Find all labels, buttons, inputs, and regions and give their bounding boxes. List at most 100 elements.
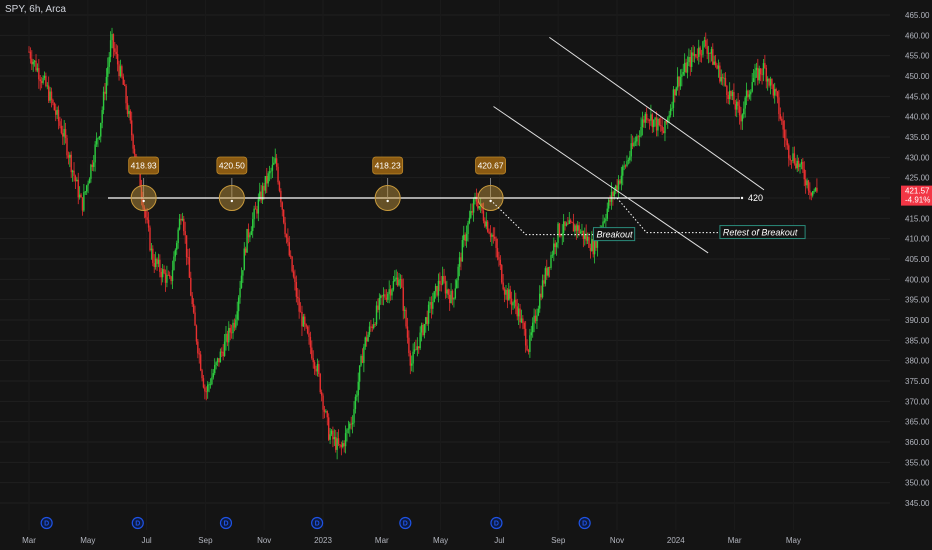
candle-body (291, 256, 293, 272)
candle-body (178, 218, 181, 230)
last-price-tag (901, 185, 932, 206)
candle-body (281, 202, 283, 210)
candle-body (312, 358, 314, 363)
candle-body (478, 206, 480, 209)
candle-body (349, 423, 351, 429)
candle-body (211, 377, 213, 385)
candle-body (133, 148, 136, 155)
candle-body (208, 384, 210, 386)
candle-body (572, 222, 575, 232)
candle-body (378, 297, 381, 310)
candle-body (804, 179, 807, 186)
touch-dot (386, 199, 389, 203)
candle-body (751, 82, 753, 92)
candle-body (645, 113, 648, 120)
candle-body (759, 68, 762, 75)
candle-body (67, 155, 70, 158)
candle-body (270, 170, 272, 172)
candle-body (629, 156, 631, 161)
candle-body (491, 234, 493, 237)
candle-body (201, 370, 203, 379)
candle-body (198, 353, 200, 355)
candle-body (486, 221, 489, 232)
candle-body (475, 196, 478, 202)
candle-body (388, 289, 390, 294)
candle-body (268, 171, 271, 174)
y-tick-label: 450.00 (905, 72, 930, 81)
candle-body (689, 57, 691, 67)
x-axis[interactable]: Mar May Jul Sep Nov 2023 Mar May Jul Sep Nov 2024 Ma… (22, 536, 801, 545)
candle-body (222, 351, 224, 357)
candle-body (416, 346, 419, 350)
candle-body (295, 281, 298, 297)
candle-body (320, 392, 323, 396)
candle-body (38, 68, 40, 80)
y-axis[interactable]: 345.00 350.00 355.00 360.00 365.00 370.00 375.… (901, 11, 932, 508)
candle-body (311, 347, 313, 359)
candle-body (163, 269, 165, 274)
candle-body (190, 277, 192, 296)
candle-body (772, 84, 775, 96)
candle-body (371, 326, 374, 329)
y-tick-label: 355.00 (905, 458, 930, 467)
candle-body (181, 218, 184, 221)
y-tick-label: 440.00 (905, 113, 930, 122)
candle-body (132, 135, 134, 149)
candle-body (782, 120, 784, 130)
candle-body (288, 242, 290, 256)
candle-body (688, 57, 690, 63)
candle-body (402, 287, 404, 311)
candle-body (703, 40, 706, 42)
candle-body (681, 74, 683, 77)
candle-body (806, 180, 808, 186)
dividend-label: D (403, 521, 408, 528)
candle-body (690, 52, 693, 67)
candle-body (184, 231, 186, 236)
candle-body (724, 77, 727, 86)
candle-body (736, 101, 738, 110)
candle-body (537, 308, 540, 316)
candle-body (731, 92, 734, 97)
candle-body (448, 294, 451, 304)
y-tick-label: 455.00 (905, 52, 930, 61)
candle-body (667, 117, 669, 123)
candle-body (591, 239, 593, 251)
candle-body (413, 349, 416, 352)
candle-body (206, 384, 209, 392)
candle-body (192, 304, 195, 313)
candle-body (287, 237, 289, 243)
candle-body (692, 52, 694, 56)
candle-body (636, 136, 638, 142)
candle-body (374, 324, 376, 325)
x-tick-label: 2024 (667, 536, 685, 545)
candle-body (97, 138, 99, 140)
candle-body (641, 119, 644, 127)
candle-body (280, 190, 282, 203)
candle-body (271, 164, 274, 171)
candle-body (406, 326, 409, 338)
grid-layer (0, 14, 890, 504)
candle-body (755, 67, 758, 71)
candle-body (548, 266, 551, 268)
candle-body (246, 228, 248, 253)
candle-body (626, 161, 628, 167)
candle-body (430, 302, 433, 309)
candle-body (358, 365, 361, 382)
candle-body (131, 120, 133, 136)
candle-body (568, 220, 570, 224)
candle-body (42, 77, 44, 83)
candle-body (523, 322, 525, 329)
candle-body (308, 333, 310, 337)
candle-body (546, 268, 548, 276)
candle-body (620, 175, 623, 184)
candle-body (122, 76, 124, 85)
candle-body (638, 135, 641, 137)
candle-body (337, 438, 340, 445)
candle-body (503, 289, 506, 295)
candle-body (695, 54, 697, 57)
candle-body (567, 223, 569, 225)
candle-body (802, 162, 804, 170)
level-endpoint (740, 196, 744, 200)
candle-body (643, 119, 645, 123)
